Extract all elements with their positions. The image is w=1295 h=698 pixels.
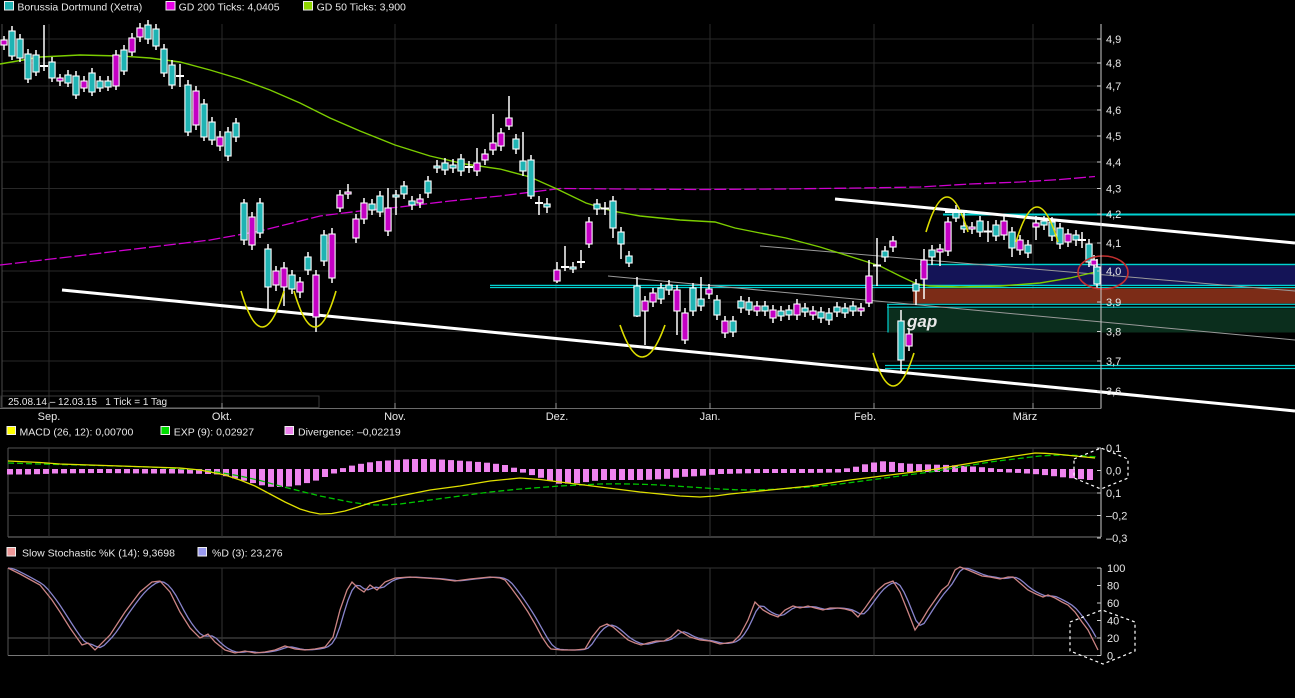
svg-text:Borussia Dortmund (Xetra): Borussia Dortmund (Xetra) xyxy=(17,2,142,14)
svg-text:3,7: 3,7 xyxy=(1106,356,1121,368)
svg-text:GD 50 Ticks: 3,900: GD 50 Ticks: 3,900 xyxy=(317,2,406,14)
svg-text:4,7: 4,7 xyxy=(1106,81,1121,93)
svg-text:100: 100 xyxy=(1107,563,1125,575)
svg-text:MACD (26, 12): 0,00700: MACD (26, 12): 0,00700 xyxy=(20,427,134,439)
svg-text:Slow Stochastic %K (14): 9,369: Slow Stochastic %K (14): 9,3698 xyxy=(22,548,175,560)
svg-text:40: 40 xyxy=(1107,616,1119,628)
svg-text:4,1: 4,1 xyxy=(1106,238,1121,250)
svg-text:4,5: 4,5 xyxy=(1106,131,1121,143)
svg-text:4,8: 4,8 xyxy=(1106,58,1121,70)
svg-text:Jan.: Jan. xyxy=(700,411,721,423)
svg-text:GD 200 Ticks: 4,0405: GD 200 Ticks: 4,0405 xyxy=(179,2,280,14)
svg-text:Dez.: Dez. xyxy=(546,411,569,423)
svg-text:3,9: 3,9 xyxy=(1106,297,1121,309)
svg-text:Okt.: Okt. xyxy=(212,411,232,423)
svg-text:–0,3: –0,3 xyxy=(1106,533,1127,545)
svg-text:4,6: 4,6 xyxy=(1106,105,1121,117)
svg-text:80: 80 xyxy=(1107,581,1119,593)
svg-text:gap: gap xyxy=(906,312,937,331)
svg-text:3,6: 3,6 xyxy=(1106,386,1121,398)
svg-text:4,4: 4,4 xyxy=(1106,157,1121,169)
svg-text:4,2: 4,2 xyxy=(1106,209,1121,221)
svg-text:0,1: 0,1 xyxy=(1106,488,1121,500)
svg-text:3,8: 3,8 xyxy=(1106,327,1121,339)
svg-text:20: 20 xyxy=(1107,633,1119,645)
svg-text:Sep.: Sep. xyxy=(38,411,61,423)
svg-text:–0,2: –0,2 xyxy=(1106,511,1127,523)
svg-text:4,9: 4,9 xyxy=(1106,34,1121,46)
svg-text:Nov.: Nov. xyxy=(384,411,406,423)
svg-text:Divergence: –0,02219: Divergence: –0,02219 xyxy=(298,427,401,439)
svg-text:25.08.14 – 12.03.15 1 Tick =: 25.08.14 – 12.03.15 1 Tick = 1 Tag xyxy=(8,397,167,408)
svg-text:0,0: 0,0 xyxy=(1106,466,1121,478)
svg-text:0: 0 xyxy=(1107,651,1113,663)
svg-text:Feb.: Feb. xyxy=(854,411,876,423)
svg-text:EXP (9): 0,02927: EXP (9): 0,02927 xyxy=(174,427,255,439)
svg-text:4,0: 4,0 xyxy=(1106,266,1121,278)
svg-text:4,3: 4,3 xyxy=(1106,184,1121,196)
svg-text:%D (3): 23,276: %D (3): 23,276 xyxy=(212,548,283,560)
svg-text:März: März xyxy=(1013,411,1037,423)
svg-text:60: 60 xyxy=(1107,598,1119,610)
